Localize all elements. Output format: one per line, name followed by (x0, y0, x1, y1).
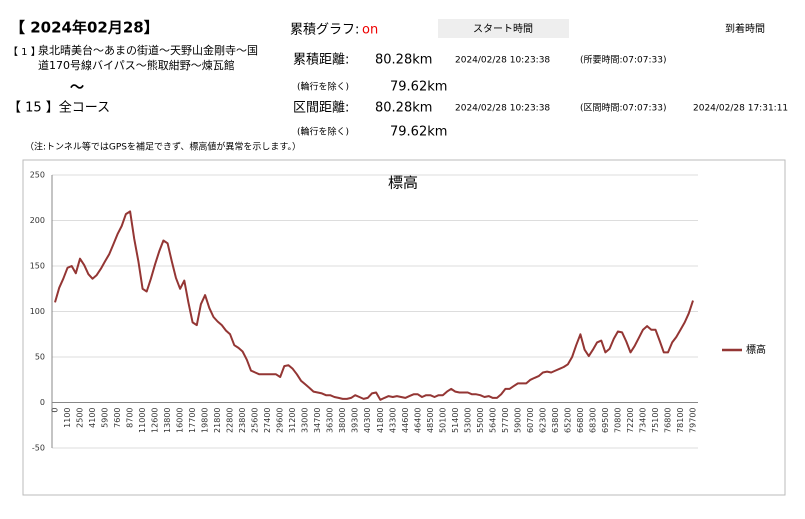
x-tick-label: 13800 (163, 408, 172, 433)
graph-label: 累積グラフ: (290, 23, 359, 38)
y-tick-label: 200 (30, 216, 45, 225)
duration: (区間時間:07:07:33) (580, 103, 666, 114)
excl-label: (輪行を除く) (297, 81, 349, 93)
x-tick-label: 34700 (313, 408, 322, 433)
y-tick-label: 250 (30, 171, 45, 180)
distance: 80.28km (375, 101, 432, 116)
x-tick-label: 0 (51, 408, 60, 413)
x-tick-label: 78100 (676, 408, 685, 433)
x-tick-label: 21800 (213, 408, 222, 433)
distance: 80.28km (375, 53, 432, 68)
x-tick-label: 17700 (188, 408, 197, 433)
y-tick-label: 150 (30, 262, 45, 271)
x-tick-label: 7600 (113, 408, 122, 428)
x-tick-label: 68300 (588, 408, 597, 433)
to-route: 【 15 】全コース (8, 100, 110, 116)
x-tick-label: 60700 (526, 408, 535, 433)
x-tick-label: 55000 (476, 408, 485, 433)
x-tick-label: 70800 (613, 408, 622, 433)
x-tick-label: 65200 (563, 408, 572, 433)
x-tick-label: 51400 (451, 408, 460, 433)
x-tick-label: 27400 (263, 408, 272, 433)
x-tick-label: 72200 (626, 408, 635, 433)
excl-distance: 79.62km (390, 125, 447, 140)
legend-label: 標高 (746, 343, 766, 356)
data-line (54, 210, 694, 401)
duration: (所要時間:07:07:33) (580, 55, 666, 66)
x-tick-label: 29600 (276, 408, 285, 433)
x-tick-label: 8700 (126, 408, 135, 428)
x-tick-label: 53000 (463, 408, 472, 433)
tilde: 〜 (70, 80, 84, 96)
x-tick-label: 69500 (601, 408, 610, 433)
start-header-box (438, 19, 569, 38)
x-tick-label: 38000 (338, 408, 347, 433)
x-tick-label: 19800 (201, 408, 210, 433)
x-tick-label: 25600 (251, 408, 260, 433)
x-tick-label: 1100 (63, 408, 72, 428)
x-tick-label: 16000 (176, 408, 185, 433)
x-tick-label: 12600 (151, 408, 160, 433)
x-tick-label: 33000 (301, 408, 310, 433)
x-tick-label: 73400 (638, 408, 647, 433)
note: （注:トンネル等ではGPSを補足できず、標高値が異常を示します。） (25, 141, 301, 153)
x-tick-label: 57700 (501, 408, 510, 433)
label: 区間距離: (293, 101, 349, 116)
x-tick-label: 4100 (88, 408, 97, 428)
start-time: 2024/02/28 10:23:38 (455, 56, 550, 66)
excl-distance: 79.62km (390, 80, 447, 95)
x-tick-label: 79700 (689, 408, 698, 433)
y-tick-label: -50 (32, 444, 45, 453)
x-tick-label: 75100 (651, 408, 660, 433)
arrive-time: 2024/02/28 17:31:11 (693, 104, 788, 114)
date: 【 2024年02月28】 (10, 19, 159, 37)
x-tick-label: 43300 (388, 408, 397, 433)
x-tick-label: 50100 (438, 408, 447, 433)
x-tick-label: 36300 (326, 408, 335, 433)
from-route: 道170号線バイパス～熊取紺野～煉瓦館 (38, 58, 235, 72)
y-tick-label: 100 (30, 307, 45, 316)
x-tick-label: 39300 (351, 408, 360, 433)
x-tick-label: 48500 (426, 408, 435, 433)
x-tick-label: 22800 (226, 408, 235, 433)
chart-frame (22, 159, 786, 496)
x-tick-label: 2500 (76, 408, 85, 428)
x-tick-label: 76800 (663, 408, 672, 433)
x-tick-label: 23800 (238, 408, 247, 433)
y-tick-label: 0 (40, 398, 45, 407)
x-tick-label: 56400 (488, 408, 497, 433)
start-header: スタート時間 (473, 23, 533, 35)
x-tick-label: 31200 (288, 408, 297, 433)
from-route: 泉北晴美台～あまの街道～天野山金剛寺～国 (38, 43, 258, 57)
x-tick-label: 11000 (138, 408, 147, 433)
start-time: 2024/02/28 10:23:38 (455, 104, 550, 114)
arrive-header: 到着時間 (725, 22, 765, 35)
x-tick-label: 46400 (413, 408, 422, 433)
y-tick-label: 50 (35, 353, 45, 362)
x-tick-label: 40300 (363, 408, 372, 433)
chart-title: 標高 (388, 174, 418, 192)
excl-label: (輪行を除く) (297, 126, 349, 138)
x-tick-label: 44600 (401, 408, 410, 433)
x-tick-label: 62300 (538, 408, 547, 433)
label: 累積距離: (293, 53, 349, 68)
x-tick-label: 63800 (551, 408, 560, 433)
x-tick-label: 5900 (101, 408, 110, 428)
x-tick-label: 59000 (513, 408, 522, 433)
x-tick-label: 41800 (376, 408, 385, 433)
graph-state[interactable]: on (362, 23, 378, 38)
from-no: 【 1 】 (8, 46, 41, 58)
x-tick-label: 66800 (576, 408, 585, 433)
